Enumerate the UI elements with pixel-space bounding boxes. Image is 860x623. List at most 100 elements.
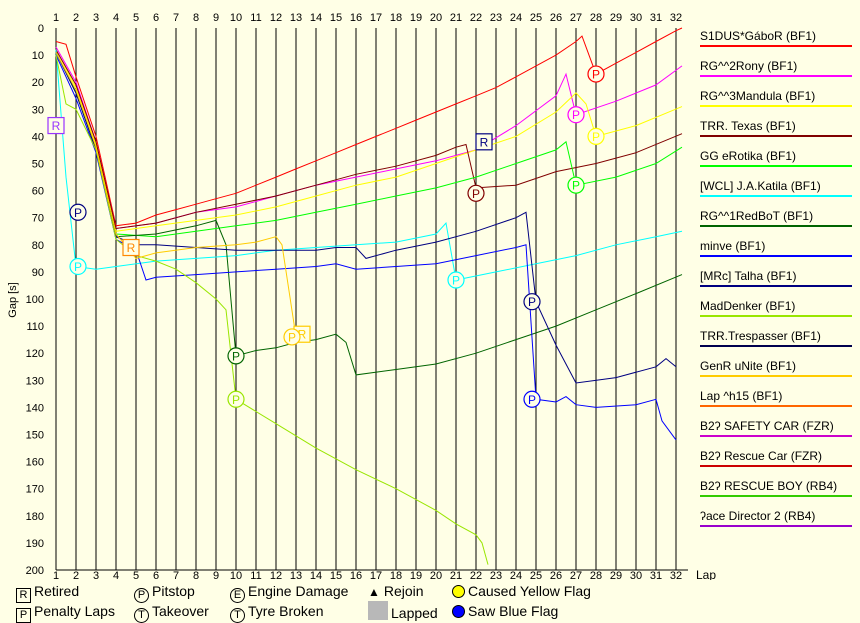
x-tick-top-19: 19 [410, 12, 422, 24]
x-tick-bottom-25: 25 [530, 570, 542, 580]
key-lapped: Lapped [368, 601, 438, 621]
key-yellow: Caused Yellow Flag [452, 583, 591, 599]
marker-label-3: R [480, 135, 489, 149]
x-tick-bottom-3: 3 [93, 570, 99, 580]
pitstop-marker-15 [587, 65, 605, 83]
retired-marker-3 [475, 133, 493, 151]
marker-label-0: R [52, 119, 61, 133]
blue-flag-dot-icon [452, 605, 465, 618]
x-tick-top-13: 13 [290, 12, 302, 24]
x-tick-bottom-7: 7 [173, 570, 179, 580]
y-tick-190: 190 [26, 538, 44, 550]
x-tick-labels-bottom: 1 2 3 4 5 6 7 8 9 10 11 12 13 14 15 16 17 18 19 20 21 22 23 24 2… [53, 570, 682, 580]
pitstop-marker-13 [567, 106, 585, 124]
retired-marker-1 [122, 238, 140, 257]
legend-label-4: GG eRotika (BF1) [700, 149, 796, 163]
x-tick-top-12: 12 [270, 12, 282, 24]
legend-label-11: GenR uNite (BF1) [700, 359, 796, 373]
pitstop-marker-14 [567, 176, 585, 194]
x-tick-bottom-30: 30 [630, 570, 642, 580]
y-tick-10: 10 [32, 50, 44, 62]
key-takeover: T Takeover [134, 603, 209, 623]
legend-label-7: minve (BF1) [700, 239, 765, 253]
x-tick-bottom-5: 5 [133, 570, 139, 580]
x-tick-bottom-9: 9 [213, 570, 219, 580]
x-tick-bottom-19: 19 [410, 570, 422, 580]
x-tick-bottom-18: 18 [390, 570, 402, 580]
y-tick-30: 30 [32, 104, 44, 116]
x-tick-bottom-16: 16 [350, 570, 362, 580]
x-tick-top-3: 3 [93, 12, 99, 24]
legend-label-2: RG^^3Mandula (BF1) [700, 89, 815, 103]
x-tick-bottom-31: 31 [650, 570, 662, 580]
x-tick-bottom-28: 28 [590, 570, 602, 580]
pitstop-marker-6 [227, 347, 245, 365]
x-tick-top-4: 4 [113, 12, 119, 24]
x-tick-top-15: 15 [330, 12, 342, 24]
legend-label-5: [WCL] J.A.Katila (BF1) [700, 179, 821, 193]
legend-label-8: [MRc] Talha (BF1) [700, 269, 796, 283]
y-tick-50: 50 [32, 159, 44, 171]
y-tick-80: 80 [32, 240, 44, 252]
key-retired: R Retired [16, 583, 79, 603]
x-tick-top-25: 25 [530, 12, 542, 24]
y-tick-170: 170 [26, 484, 44, 496]
marker-label-12: P [528, 393, 536, 407]
x-tick-top-2: 2 [73, 12, 79, 24]
x-tick-top-30: 30 [630, 12, 642, 24]
x-tick-bottom-14: 14 [310, 570, 322, 580]
x-tick-bottom-13: 13 [290, 570, 302, 580]
y-tick-40: 40 [32, 131, 44, 143]
legend-label-10: TRR.Trespasser (BF1) [700, 329, 821, 343]
x-tick-bottom-17: 17 [370, 570, 382, 580]
legend-label-1: RG^^2Rony (BF1) [700, 59, 797, 73]
key-tyre: T Tyre Broken [230, 603, 323, 623]
x-tick-bottom-21: 21 [450, 570, 462, 580]
pitstop-marker-7 [227, 390, 245, 408]
x-tick-top-5: 5 [133, 12, 139, 24]
y-tick-140: 140 [26, 402, 44, 414]
marker-label-16: P [592, 130, 600, 144]
x-tick-top-8: 8 [193, 12, 199, 24]
marker-label-6: P [232, 349, 240, 363]
pitstop-marker-9 [447, 271, 465, 289]
x-tick-top-11: 11 [250, 12, 261, 24]
x-tick-labels: 1 2 3 4 5 6 7 8 9 10 11 12 13 14 15 16 17 18 19 20 21 22 23 24 2… [53, 12, 682, 24]
legend-label-6: RG^^1RedBoT (BF1) [700, 209, 813, 223]
x-tick-bottom-24: 24 [510, 570, 522, 580]
key-penalty: P Penalty Laps [16, 603, 115, 623]
y-tick-180: 180 [26, 511, 44, 523]
x-tick-top-1: 1 [53, 12, 59, 24]
pitstop-icon: P [134, 588, 149, 603]
y-tick-70: 70 [32, 213, 44, 225]
retired-icon: R [16, 588, 31, 603]
marker-label-5: P [74, 260, 82, 274]
series-line-11 [55, 52, 307, 338]
marker-label-15: P [592, 68, 600, 82]
rejoin-triangle-icon: ▲ [368, 585, 380, 599]
legend-label-14: B2ʔ Rescue Car (FZR) [700, 449, 822, 463]
x-tick-top-20: 20 [430, 12, 442, 24]
y-tick-130: 130 [26, 375, 44, 387]
y-tick-100: 100 [26, 294, 44, 306]
x-tick-top-14: 14 [310, 12, 322, 24]
marker-label-10: P [472, 187, 480, 201]
pitstop-marker-8 [283, 328, 301, 346]
x-tick-bottom-12: 12 [270, 570, 282, 580]
x-tick-bottom-11: 11 [250, 570, 261, 580]
x-tick-top-27: 27 [570, 12, 582, 24]
marker-label-2: R [298, 328, 307, 342]
x-tick-bottom-15: 15 [330, 570, 342, 580]
pitstop-marker-11 [523, 293, 541, 311]
marker-label-1: R [127, 241, 136, 255]
x-tick-bottom-20: 20 [430, 570, 442, 580]
y-tick-120: 120 [26, 348, 44, 360]
legend-label-0: S1DUS*GáboR (BF1) [700, 29, 816, 43]
x-tick-top-21: 21 [450, 12, 462, 24]
key-engine: E Engine Damage [230, 583, 348, 603]
y-tick-160: 160 [26, 457, 44, 469]
pitstop-marker-12 [523, 390, 541, 408]
takeover-icon: T [134, 608, 149, 623]
series-line-2 [55, 49, 683, 232]
